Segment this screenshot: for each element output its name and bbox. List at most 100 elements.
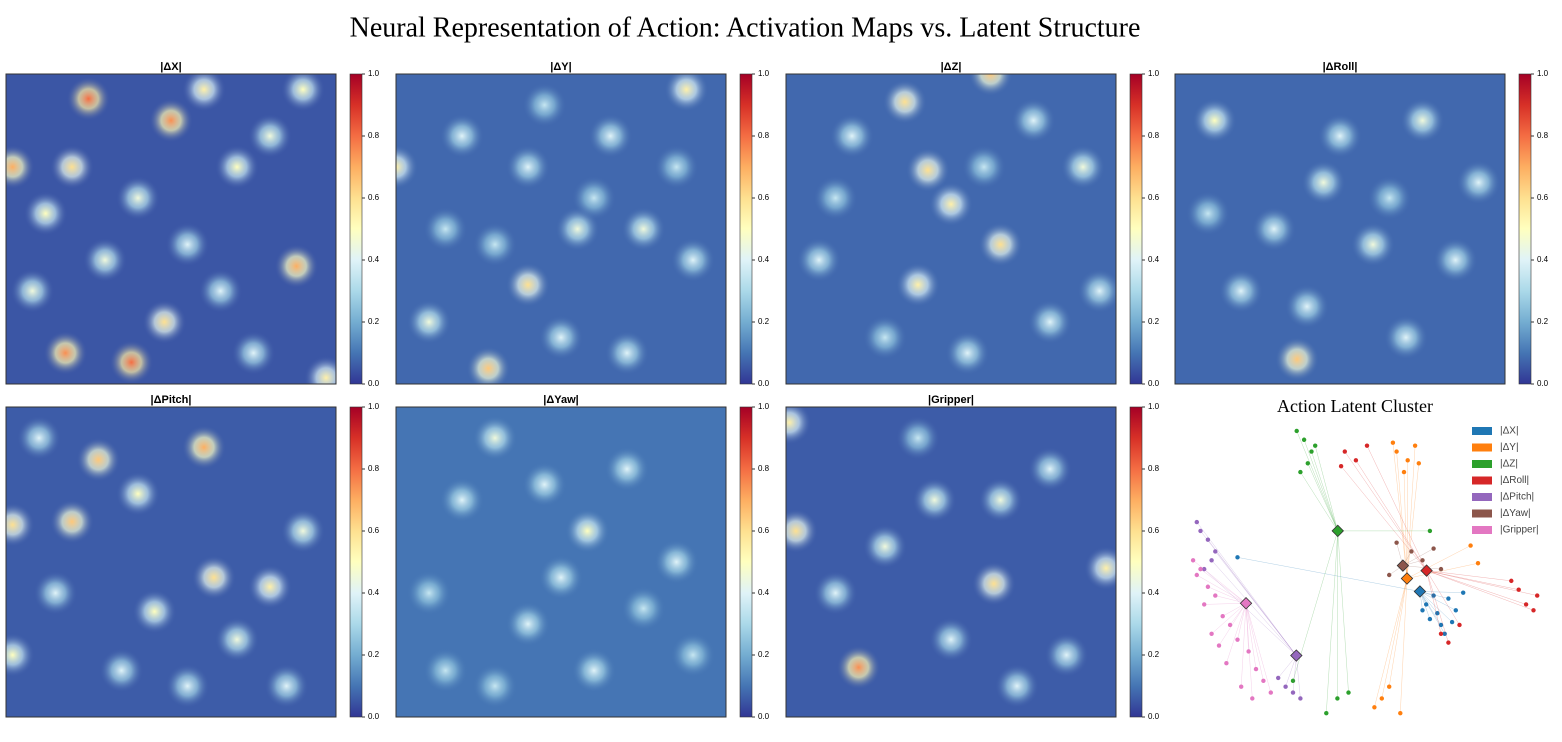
point <box>1346 690 1351 695</box>
hotspot <box>929 617 973 662</box>
point <box>1379 696 1385 701</box>
link-line <box>1326 530 1339 714</box>
point <box>1268 690 1274 695</box>
point <box>1398 710 1403 716</box>
colorbar-tick-label: 0.0 <box>1148 379 1160 388</box>
hotspot <box>182 74 226 112</box>
panel-title: |ΔX| <box>160 61 181 73</box>
centroid <box>1290 649 1303 662</box>
hotspot <box>6 633 35 677</box>
point <box>1416 461 1422 466</box>
centroid <box>1420 564 1433 577</box>
hotspot <box>863 315 907 360</box>
hotspot <box>572 648 616 693</box>
hotspot <box>1456 160 1501 205</box>
link-line <box>1344 451 1427 571</box>
point <box>1205 584 1211 589</box>
hotspot <box>539 315 583 360</box>
hotspot <box>912 478 957 522</box>
colorbar-tick-label: 0.0 <box>1537 379 1549 388</box>
point <box>1394 449 1399 454</box>
point <box>1198 566 1203 572</box>
hotspot <box>1044 633 1089 677</box>
link-line <box>1211 560 1297 656</box>
point <box>1353 458 1359 463</box>
hotspot <box>1318 114 1362 158</box>
colorbar-tick-label: 1.0 <box>1148 69 1160 78</box>
link-line <box>1419 591 1464 593</box>
point <box>1202 566 1207 572</box>
hotspot <box>1011 98 1056 143</box>
colorbar-tick-label: 0.4 <box>758 255 770 264</box>
link-line <box>1426 570 1460 626</box>
colorbar <box>349 406 363 718</box>
heatmap <box>6 74 336 384</box>
link-line <box>1200 568 1247 604</box>
colorbar-tick-label: 1.0 <box>368 402 380 411</box>
point <box>1401 469 1407 475</box>
link-line <box>1406 463 1420 579</box>
hotspot <box>182 425 226 470</box>
link-line <box>1300 471 1338 532</box>
point <box>1438 631 1444 636</box>
legend-swatch <box>1472 493 1492 501</box>
colorbar-tick-label: 0.2 <box>758 317 770 326</box>
link-line <box>1311 451 1339 531</box>
link-line <box>1426 570 1442 634</box>
legend-swatch <box>1472 526 1492 534</box>
legend-label: |ΔYaw| <box>1500 508 1531 519</box>
point <box>1305 461 1311 466</box>
colorbar-tick-label: 1.0 <box>1537 69 1549 78</box>
link-line <box>1314 445 1339 531</box>
legend-label: |ΔX| <box>1500 426 1519 437</box>
legend-swatch <box>1472 443 1492 452</box>
colorbar <box>739 73 753 385</box>
panel-title: |ΔY| <box>550 61 571 73</box>
hotspot <box>836 645 881 690</box>
hotspot <box>522 462 567 507</box>
colorbar-tick-label: 0.8 <box>1148 464 1160 473</box>
colorbar-tick-label: 0.8 <box>758 464 770 473</box>
panel-title: |ΔPitch| <box>151 394 192 406</box>
panel-frame <box>5 73 337 385</box>
hotspot <box>797 238 841 282</box>
hotspot <box>539 555 583 600</box>
hotspot <box>407 300 451 344</box>
link-line <box>1337 530 1349 693</box>
heatmap <box>6 407 336 717</box>
panel-frame <box>785 73 1117 385</box>
colorbar-tick-label: 0.4 <box>368 588 380 597</box>
centroid <box>1239 597 1253 610</box>
point <box>1535 593 1540 598</box>
hotspot <box>17 416 61 460</box>
hotspot <box>671 238 715 282</box>
hotspot <box>1028 447 1072 491</box>
colorbar-tick-label: 1.0 <box>1148 402 1160 411</box>
link-line <box>1218 603 1247 646</box>
link-line <box>1406 445 1416 579</box>
point <box>1446 640 1451 645</box>
point <box>1313 443 1318 448</box>
centroid <box>1400 572 1414 585</box>
colorbar <box>739 406 753 718</box>
hotspot <box>1077 269 1116 313</box>
hotspot <box>248 564 292 609</box>
link-line <box>1245 603 1249 652</box>
hotspot <box>671 633 715 677</box>
colorbar-tick-label: 0.0 <box>758 379 770 388</box>
colorbar-tick-label: 0.4 <box>1537 255 1549 264</box>
hotspot <box>621 207 666 251</box>
colorbar-tick-label: 0.0 <box>758 712 770 721</box>
link-line <box>1426 570 1519 590</box>
link-line <box>1388 578 1408 687</box>
panel-title: |ΔRoll| <box>1323 61 1358 73</box>
point <box>1205 537 1211 542</box>
point <box>1409 549 1414 554</box>
point <box>1335 696 1340 701</box>
hotspot <box>76 437 121 482</box>
panel-title: |ΔYaw| <box>543 394 578 406</box>
link-line <box>1226 603 1247 664</box>
hotspot <box>440 478 484 522</box>
point <box>1412 443 1418 448</box>
